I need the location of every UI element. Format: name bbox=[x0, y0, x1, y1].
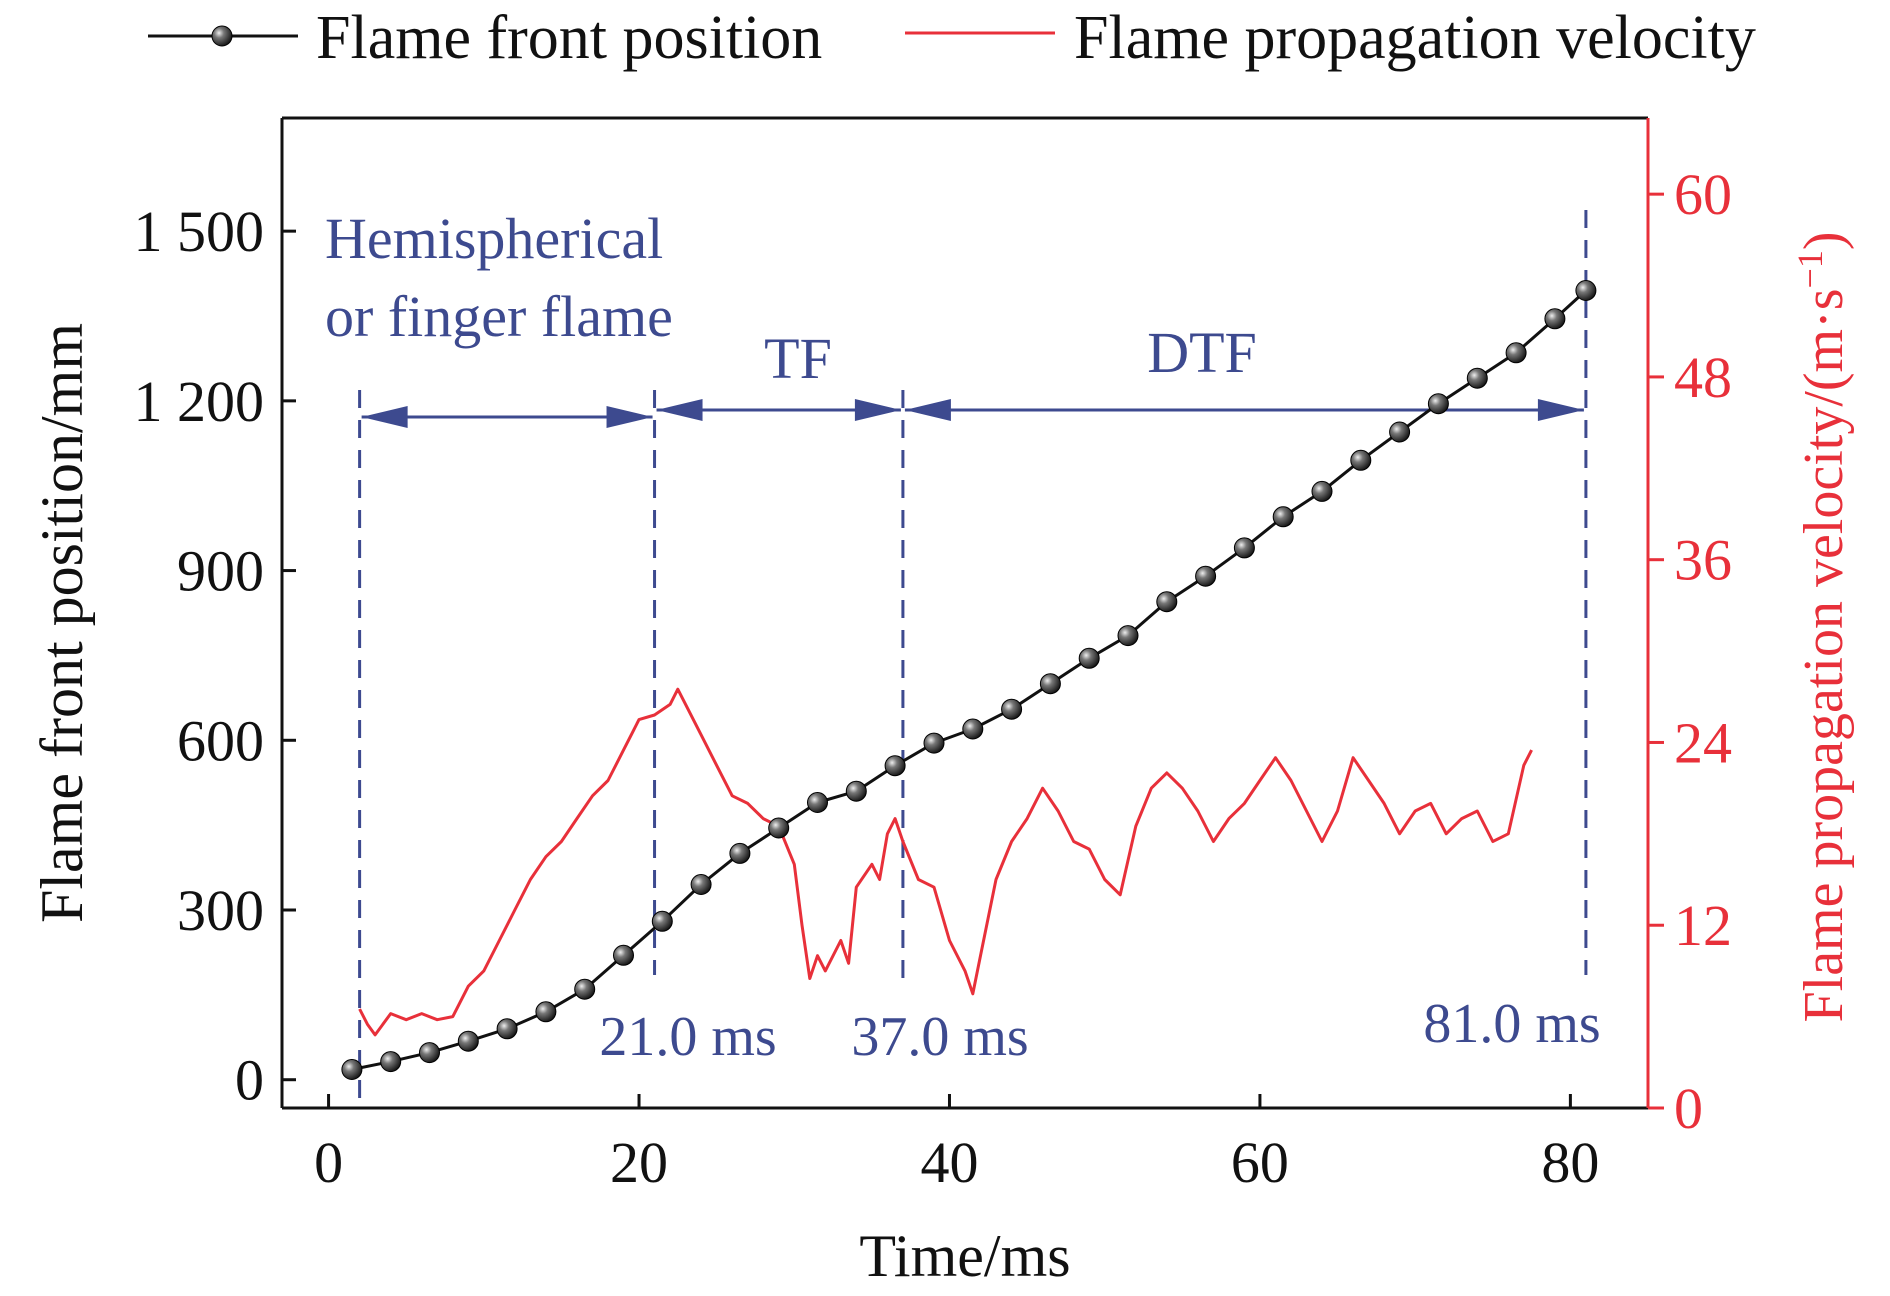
right-y-tick-label: 24 bbox=[1674, 710, 1732, 775]
position-point bbox=[729, 842, 751, 864]
phase1-label-line1: Hemispherical bbox=[325, 206, 663, 271]
position-point bbox=[884, 755, 906, 777]
position-point bbox=[380, 1051, 402, 1073]
x-tick-label: 60 bbox=[1231, 1130, 1289, 1195]
velocity-line bbox=[358, 687, 1533, 1037]
phase-annotations: Hemispherical or finger flame TF DTF 21.… bbox=[325, 206, 1601, 1108]
x-axis-title: Time/ms bbox=[859, 1223, 1070, 1289]
left-y-tick-label: 0 bbox=[235, 1048, 264, 1113]
legend-marker-position bbox=[211, 25, 233, 47]
position-point bbox=[613, 944, 634, 966]
right-y-axis-title-sup: −1 bbox=[1790, 250, 1830, 288]
boundary-label-81ms: 81.0 ms bbox=[1423, 993, 1600, 1055]
phase-boundary-lines bbox=[358, 210, 1588, 1108]
legend: Flame front position Flame propagation v… bbox=[148, 4, 1756, 72]
position-line bbox=[351, 289, 1587, 1071]
right-y-tick-label: 12 bbox=[1674, 893, 1732, 958]
position-point bbox=[1001, 698, 1023, 720]
position-point bbox=[1544, 308, 1566, 330]
right-y-tick-label: 48 bbox=[1674, 345, 1732, 410]
position-point bbox=[923, 732, 945, 754]
x-tick-label: 0 bbox=[314, 1130, 343, 1195]
left-y-tick-label: 1 500 bbox=[134, 199, 265, 264]
phase-arrowhead-right bbox=[854, 399, 901, 421]
position-point bbox=[807, 792, 828, 813]
x-tick-label: 40 bbox=[920, 1130, 978, 1195]
left-y-tick-label: 900 bbox=[177, 539, 264, 604]
boundary-label-21ms: 21.0 ms bbox=[599, 1006, 776, 1068]
position-point bbox=[1039, 673, 1061, 695]
position-point bbox=[1350, 449, 1372, 471]
position-point bbox=[690, 874, 712, 895]
position-point bbox=[1272, 506, 1294, 528]
left-y-tick-label: 1 200 bbox=[134, 369, 265, 434]
position-point bbox=[1389, 421, 1411, 443]
legend-item-position: Flame front position bbox=[148, 4, 822, 72]
left-y-tick-label: 600 bbox=[177, 708, 264, 773]
position-point bbox=[574, 978, 596, 1000]
position-point bbox=[1575, 280, 1597, 301]
phase-arrowhead-right bbox=[1537, 399, 1584, 421]
phase2-label: TF bbox=[764, 326, 832, 391]
legend-label-velocity: Flame propagation velocity bbox=[1074, 4, 1756, 72]
x-tick-label: 20 bbox=[610, 1130, 668, 1195]
position-point bbox=[768, 817, 790, 839]
phase-arrowhead-right bbox=[606, 406, 653, 428]
phase3-label: DTF bbox=[1147, 320, 1257, 385]
left-y-axis-title: Flame front position/mm bbox=[29, 323, 95, 923]
right-y-axis-title-close: ) bbox=[1793, 231, 1855, 250]
position-point bbox=[1427, 393, 1449, 415]
right-y-tick-label: 36 bbox=[1674, 528, 1732, 593]
x-tick-label: 80 bbox=[1541, 1130, 1599, 1195]
position-point bbox=[962, 718, 984, 740]
plot-frame bbox=[280, 116, 1650, 1110]
phase-arrowhead-left bbox=[656, 399, 703, 421]
position-point bbox=[419, 1042, 440, 1064]
position-point bbox=[1311, 480, 1333, 502]
right-y-axis-title-main: Flame propagation velocity/(m·s bbox=[1793, 288, 1855, 1022]
series-velocity bbox=[358, 687, 1533, 1037]
phase1-label-line2: or finger flame bbox=[325, 284, 673, 349]
phase-arrowhead-left bbox=[904, 399, 951, 421]
boundary-label-37ms: 37.0 ms bbox=[851, 1006, 1028, 1068]
left-y-axis-ticks: 0 300 600 900 1 200 1 500 bbox=[134, 199, 296, 1113]
left-y-tick-label: 300 bbox=[177, 878, 264, 943]
right-y-axis-ticks: 0 12 24 36 48 60 bbox=[1648, 162, 1732, 1141]
right-y-tick-label: 0 bbox=[1674, 1076, 1703, 1141]
legend-label-position: Flame front position bbox=[316, 4, 822, 72]
phase-arrowhead-left bbox=[361, 406, 408, 428]
position-point bbox=[341, 1059, 363, 1080]
right-y-axis-title: Flame propagation velocity/(m·s−1) bbox=[1790, 231, 1855, 1022]
position-point bbox=[1156, 591, 1178, 613]
position-point bbox=[1117, 625, 1139, 647]
position-point bbox=[457, 1030, 479, 1052]
position-point bbox=[1078, 647, 1100, 669]
position-point bbox=[1233, 537, 1255, 559]
position-point bbox=[651, 910, 673, 932]
position-point bbox=[496, 1018, 518, 1040]
legend-item-velocity: Flame propagation velocity bbox=[905, 4, 1756, 72]
series-position bbox=[341, 280, 1597, 1080]
phase-arrows bbox=[361, 399, 1584, 428]
right-y-tick-label: 60 bbox=[1674, 162, 1732, 227]
position-point bbox=[1505, 342, 1527, 364]
position-point bbox=[1466, 367, 1488, 389]
position-point bbox=[1195, 565, 1217, 587]
position-point bbox=[535, 1001, 557, 1023]
x-axis-ticks: 0 20 40 60 80 bbox=[314, 1094, 1599, 1195]
position-point bbox=[845, 780, 867, 802]
